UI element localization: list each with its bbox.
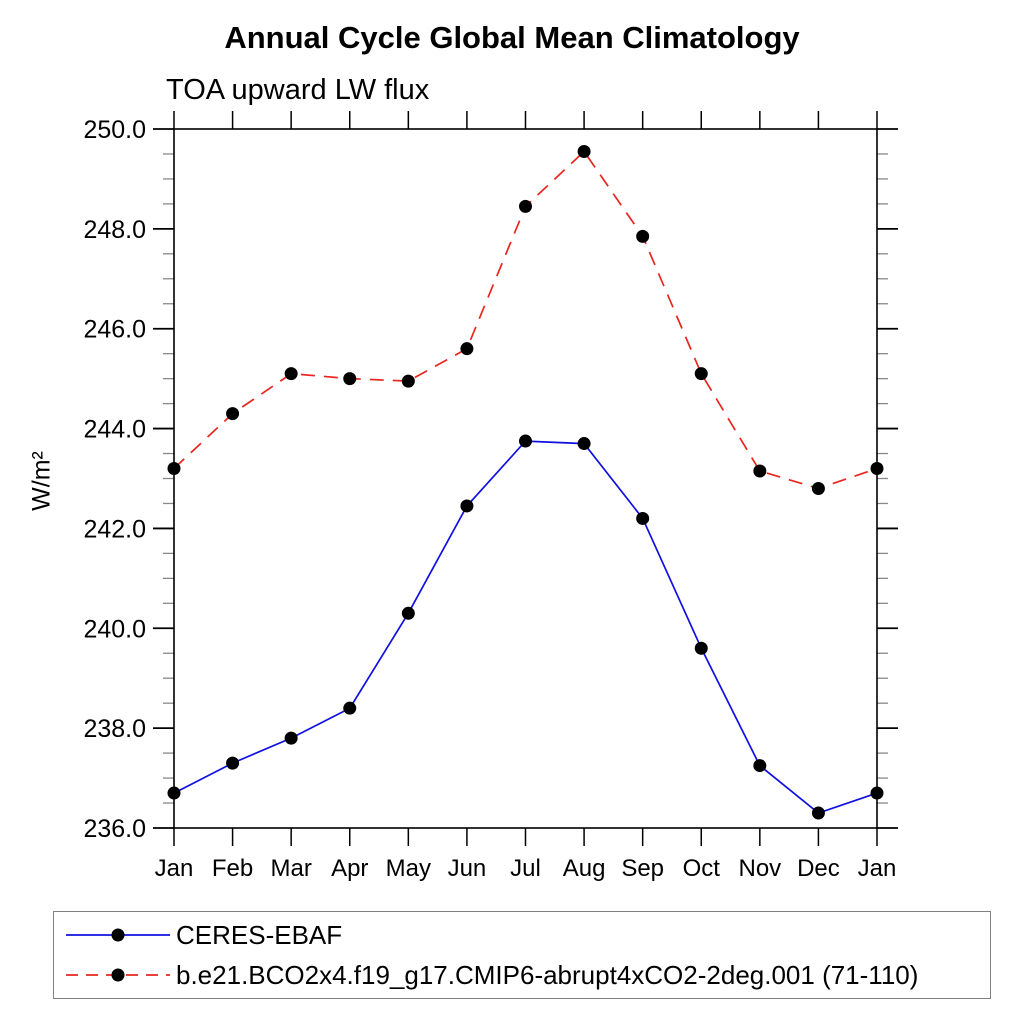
data-point-marker bbox=[226, 407, 240, 421]
data-point-marker bbox=[343, 701, 357, 715]
data-point-marker bbox=[167, 786, 181, 800]
x-month-label: Jul bbox=[510, 855, 541, 882]
data-point-marker bbox=[636, 229, 650, 243]
data-point-marker bbox=[401, 374, 415, 388]
data-point-marker bbox=[343, 372, 357, 386]
legend-box: CERES-EBAF b.e21.BCO2x4.f19_g17.CMIP6-ab… bbox=[53, 911, 991, 999]
y-tick-label: 242.0 bbox=[83, 515, 146, 543]
x-month-label: Sep bbox=[621, 855, 664, 882]
ceres-swatch-marker-icon bbox=[111, 928, 125, 942]
data-point-marker bbox=[636, 511, 650, 525]
data-point-marker bbox=[694, 641, 708, 655]
legend-row-ceres: CERES-EBAF bbox=[62, 915, 990, 955]
legend-label-ceres: CERES-EBAF bbox=[176, 919, 343, 950]
data-point-marker bbox=[284, 367, 298, 381]
x-month-label: Oct bbox=[683, 855, 721, 882]
data-point-marker bbox=[811, 481, 825, 495]
data-point-marker bbox=[401, 606, 415, 620]
y-tick-label: 244.0 bbox=[83, 416, 146, 444]
x-month-label: Nov bbox=[738, 855, 781, 882]
legend-row-model: b.e21.BCO2x4.f19_g17.CMIP6-abrupt4xCO2-2… bbox=[62, 955, 990, 995]
y-tick-label: 236.0 bbox=[83, 815, 146, 843]
x-month-label: Jun bbox=[448, 855, 487, 882]
x-month-label: Dec bbox=[797, 855, 840, 882]
data-point-marker bbox=[577, 437, 591, 451]
x-month-label: Mar bbox=[270, 855, 311, 882]
data-point-marker bbox=[753, 464, 767, 478]
x-month-label: Jan bbox=[858, 855, 897, 882]
data-point-marker bbox=[694, 367, 708, 381]
plot-frame bbox=[173, 128, 878, 829]
data-point-marker bbox=[460, 342, 474, 356]
data-point-marker bbox=[460, 499, 474, 513]
model-swatch-marker-icon bbox=[111, 968, 125, 982]
data-point-marker bbox=[167, 462, 181, 476]
y-tick-label: 246.0 bbox=[83, 316, 146, 344]
chart-subtitle: TOA upward LW flux bbox=[166, 74, 430, 106]
data-point-marker bbox=[811, 806, 825, 820]
data-point-marker bbox=[519, 199, 532, 213]
series-line-0 bbox=[173, 440, 878, 814]
data-point-marker bbox=[519, 434, 532, 448]
y-tick-label: 250.0 bbox=[83, 116, 146, 144]
x-month-label: Jan bbox=[155, 855, 194, 882]
data-point-marker bbox=[870, 462, 884, 476]
ceres-line-swatch bbox=[66, 928, 170, 942]
y-tick-label: 238.0 bbox=[83, 715, 146, 743]
y-tick-label: 248.0 bbox=[83, 216, 146, 244]
data-point-marker bbox=[753, 759, 767, 773]
data-point-marker bbox=[226, 756, 240, 770]
x-month-label: Apr bbox=[331, 855, 368, 882]
data-point-marker bbox=[284, 731, 298, 745]
y-tick-label: 240.0 bbox=[83, 615, 146, 643]
x-month-label: Aug bbox=[563, 855, 606, 882]
data-point-marker bbox=[870, 786, 884, 800]
model-line-swatch bbox=[66, 968, 170, 982]
legend-label-model: b.e21.BCO2x4.f19_g17.CMIP6-abrupt4xCO2-2… bbox=[176, 959, 919, 990]
chart-title: Annual Cycle Global Mean Climatology bbox=[224, 20, 800, 55]
data-point-marker bbox=[577, 144, 591, 158]
x-month-label: Feb bbox=[212, 855, 253, 882]
x-month-label: May bbox=[386, 855, 431, 882]
